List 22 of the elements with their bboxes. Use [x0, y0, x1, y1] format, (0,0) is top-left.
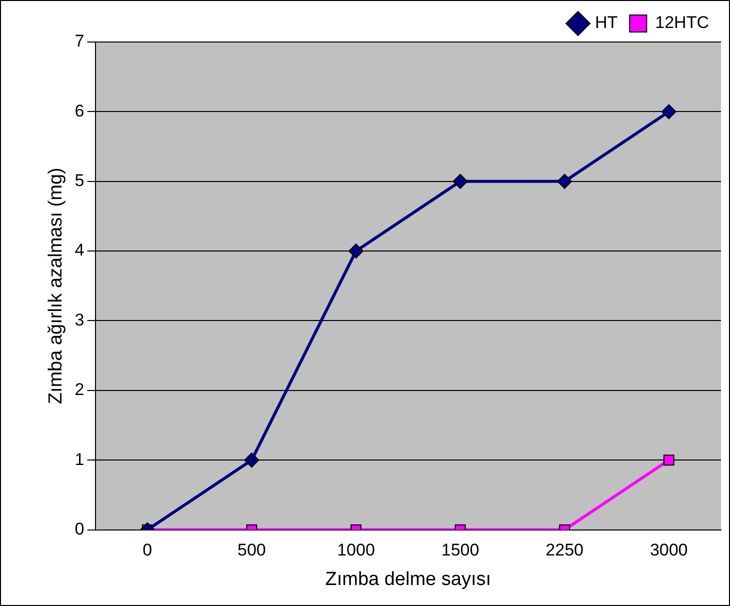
y-tick-label: 4 [74, 240, 84, 260]
y-tick-label: 5 [74, 171, 84, 190]
point [452, 174, 468, 189]
point [348, 244, 364, 259]
y-tick-label: 0 [74, 519, 84, 538]
y-tick-label: 2 [74, 380, 84, 400]
y-axis-title: Zımba ağırlık azalması (mg) [46, 168, 67, 404]
x-tick-label: 500 [238, 540, 266, 560]
x-tick-label: 1000 [337, 540, 375, 560]
y-tick-label: 6 [74, 101, 84, 120]
y-tick-label: 1 [74, 450, 84, 469]
point [661, 104, 676, 120]
x-tick-label: 3000 [650, 540, 688, 560]
x-tick-label: 1500 [441, 540, 480, 560]
x-axis-title: Zımba delme sayısı [325, 568, 492, 590]
x-tick-label: 2250 [546, 540, 584, 560]
legend-label: HT [594, 13, 618, 32]
y-tick-label: 3 [74, 310, 84, 330]
y-tick-label: 7 [74, 32, 84, 51]
point [557, 174, 572, 189]
x-tick-label: 0 [142, 540, 152, 560]
legend-label: 12HTC [655, 13, 710, 32]
